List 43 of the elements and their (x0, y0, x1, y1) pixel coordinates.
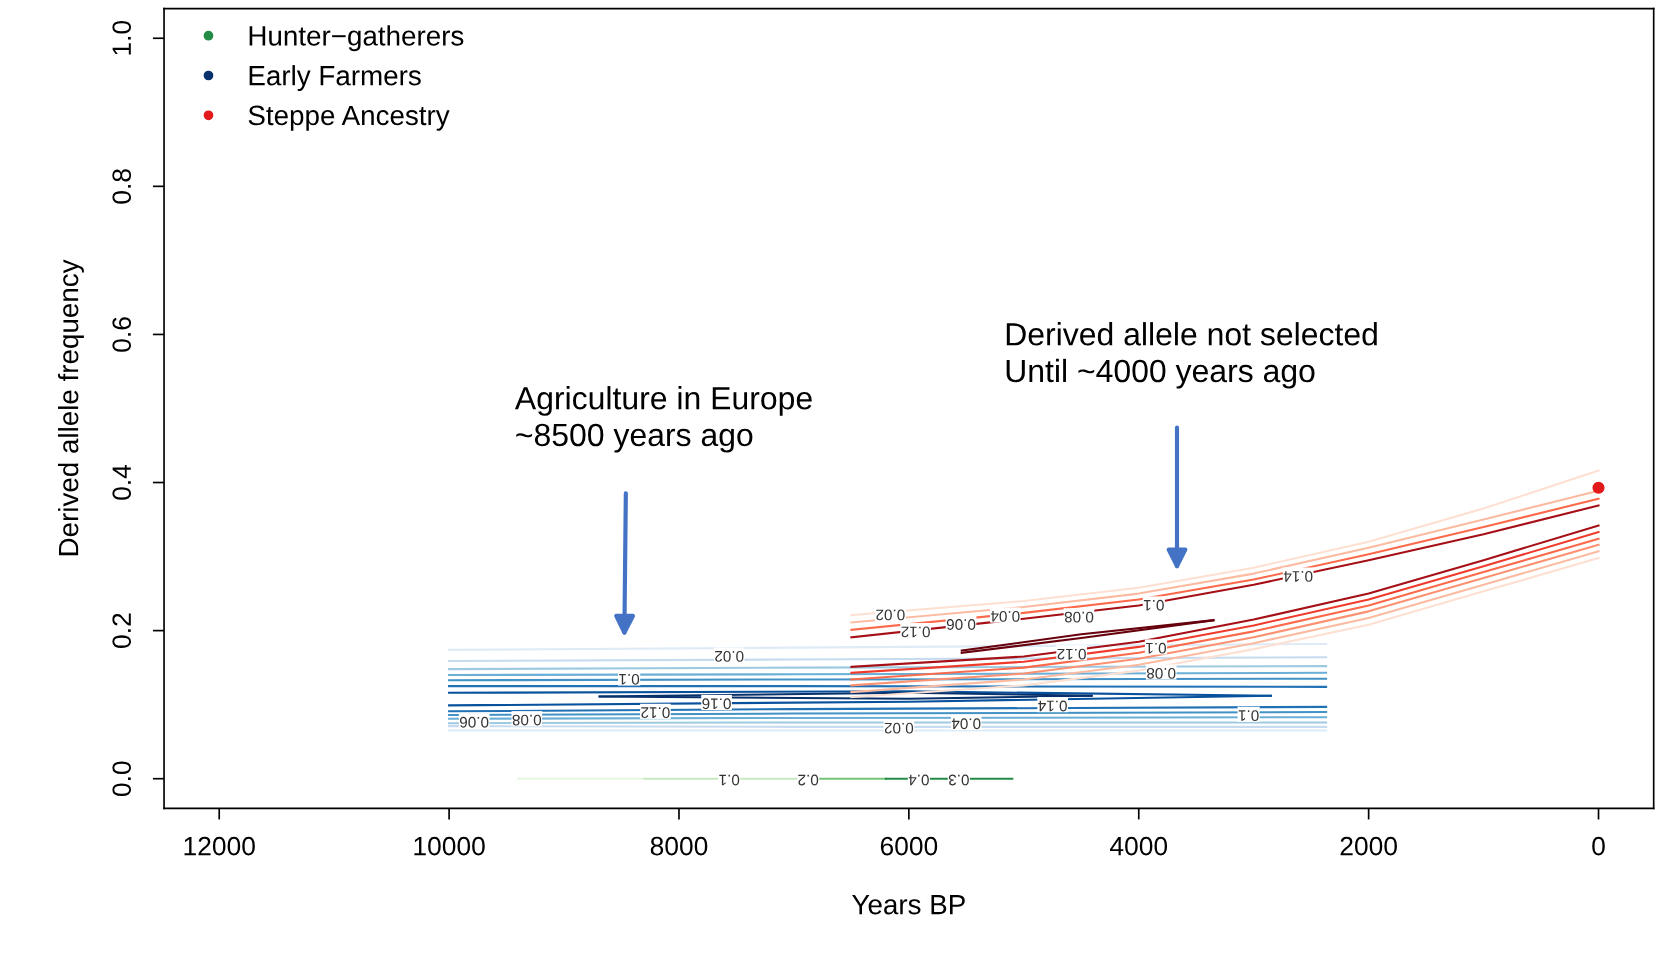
y-tick-label: 0.8 (112, 169, 132, 204)
annotation: 0.1 (1146, 642, 1167, 654)
annotation: 0.04 (990, 610, 1020, 622)
annotation: 0.1 (1238, 710, 1259, 721)
annotation: 0.08 (512, 714, 542, 726)
x-tick-label: 8000 (650, 836, 708, 856)
annotation: 0.04 (951, 718, 981, 730)
x-tick-label: 6000 (880, 836, 938, 856)
annotation: 0.1 (719, 774, 740, 786)
annotation: 0.02 (876, 609, 905, 621)
annotation: 0.08 (1064, 611, 1094, 623)
annotation: 0.06 (459, 716, 489, 728)
annotation: 0.1 (1143, 599, 1164, 611)
annotation: 0.02 (884, 722, 914, 734)
annotation: 0.08 (1146, 667, 1176, 679)
annotation: 0.12 (901, 626, 930, 638)
y-tick-label: 0.2 (112, 613, 132, 648)
x-tick-label: 2000 (1340, 836, 1397, 856)
x-tick-label: 12000 (184, 836, 255, 856)
annotation: 0.14 (1038, 700, 1067, 712)
annotation: 0.02 (715, 650, 744, 662)
annotation: 0.12 (1057, 648, 1086, 660)
annotation: Derived allele not selected Until ~4000 years ago (1006, 322, 1377, 389)
annotation: 0.3 (948, 774, 969, 786)
x-tick-label: 4000 (1110, 836, 1168, 856)
annotation: 0.06 (946, 619, 976, 630)
annotation: Agriculture in Europe ~8500 years ago (514, 386, 812, 453)
legend-label: Hunter−gatherers (249, 25, 464, 52)
annotation: 0.4 (908, 774, 929, 786)
y-axis-title: Derived allele frequency (57, 259, 84, 556)
legend-label: Early Farmers (249, 65, 421, 91)
x-axis-title: Years BP (852, 895, 965, 915)
x-tick-label: 10000 (414, 836, 485, 856)
annotation: 0.12 (641, 707, 670, 719)
x-tick-label: 0 (1592, 836, 1605, 856)
legend-label: Steppe Ancestry (248, 105, 450, 131)
annotation: 0.16 (702, 698, 731, 710)
annotation: 0.1 (619, 673, 640, 685)
y-tick-label: 1.0 (112, 20, 132, 55)
annotation: 0.14 (1283, 570, 1313, 582)
y-tick-label: 0.4 (112, 464, 132, 500)
y-tick-label: 0.0 (112, 761, 132, 797)
y-tick-label: 0.6 (112, 317, 132, 352)
